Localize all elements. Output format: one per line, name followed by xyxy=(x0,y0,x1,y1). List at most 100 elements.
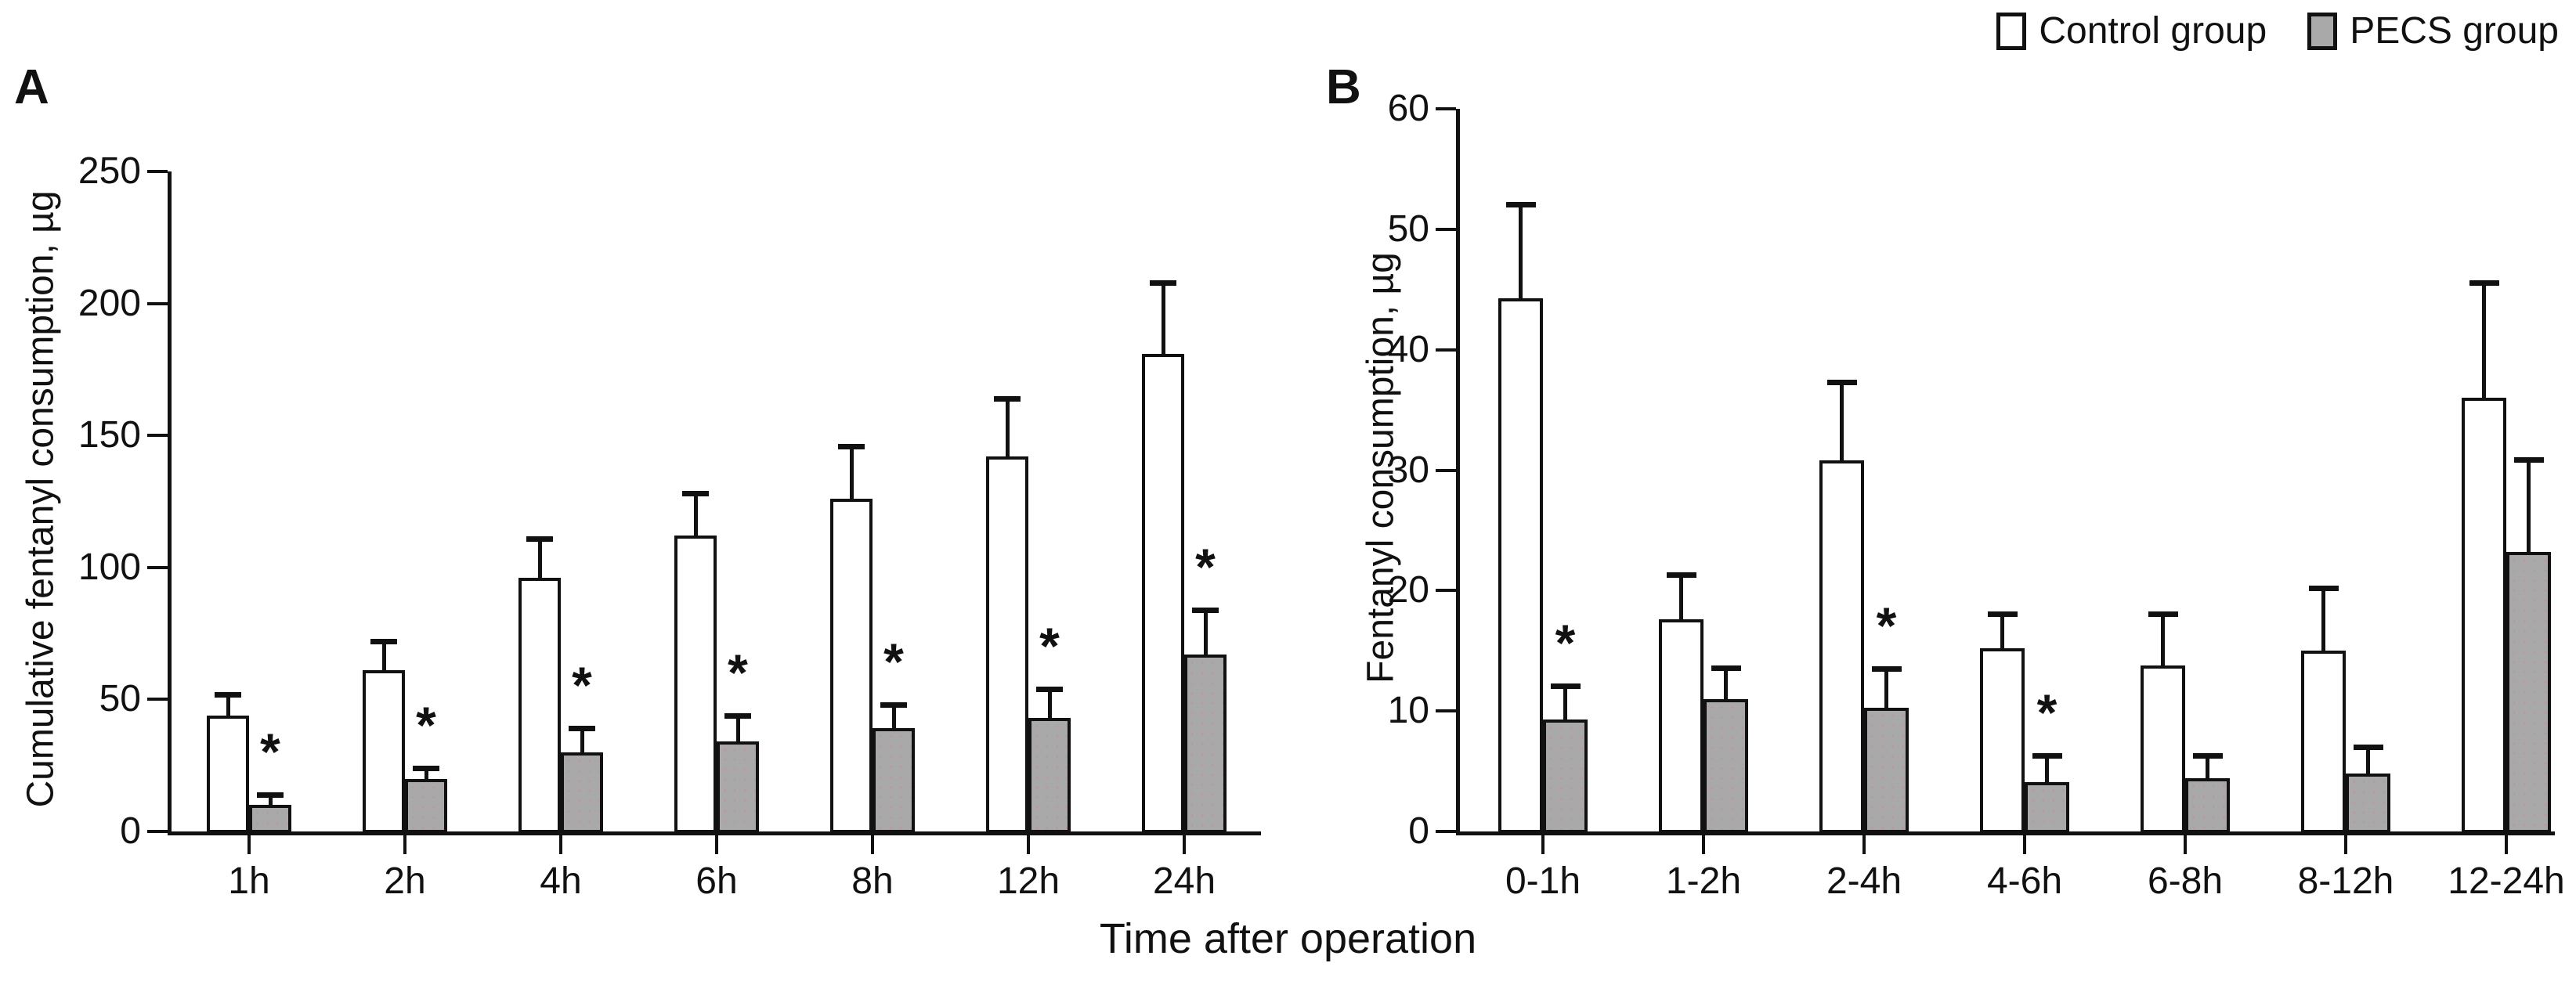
category-label: 8-12h xyxy=(2297,860,2394,902)
error-bar-line xyxy=(849,445,854,500)
y-tick-label: 100 xyxy=(78,546,141,588)
panel-letter-a: A xyxy=(14,60,49,114)
error-bar-cap xyxy=(1666,572,1696,579)
category-tick xyxy=(2023,835,2026,854)
error-bar-cap xyxy=(2308,586,2339,592)
error-bar-line xyxy=(2321,588,2325,651)
category-label: 0-1h xyxy=(1505,860,1581,902)
category-tick xyxy=(559,835,562,854)
bar-control xyxy=(1980,648,2025,833)
bar-control xyxy=(363,670,405,833)
category-tick xyxy=(871,835,874,854)
error-bar-cap xyxy=(1550,683,1581,689)
category-label: 4h xyxy=(540,860,582,902)
error-bar-cap xyxy=(2148,611,2178,617)
category-tick xyxy=(247,835,251,854)
error-bar-line xyxy=(1884,669,1888,708)
y-axis-line xyxy=(168,171,172,835)
error-bar-line xyxy=(580,728,584,752)
error-bar-cap xyxy=(569,726,595,732)
bar-pecs xyxy=(2506,552,2551,833)
category-tick xyxy=(2505,835,2508,854)
error-bar-cap xyxy=(257,792,284,798)
error-bar-line xyxy=(1724,667,1728,699)
error-bar-cap xyxy=(838,443,865,449)
error-bar-cap xyxy=(1150,280,1176,286)
y-tick-label: 150 xyxy=(78,414,141,456)
error-bar-line xyxy=(1161,282,1165,354)
significance-asterisk: * xyxy=(883,633,904,691)
bar-pecs xyxy=(249,805,291,833)
category-label: 2-4h xyxy=(1826,860,1902,902)
y-tick xyxy=(147,698,168,701)
y-tick-label: 200 xyxy=(78,282,141,324)
y-tick xyxy=(147,170,168,173)
error-bar-line xyxy=(2527,459,2531,553)
panel-letter-b: B xyxy=(1326,60,1361,114)
error-bar-cap xyxy=(1987,611,2018,617)
x-axis-line xyxy=(1456,831,2555,835)
error-bar-cap xyxy=(370,639,397,645)
y-tick xyxy=(1436,830,1456,833)
error-bar-line xyxy=(2482,282,2486,399)
error-bar-cap xyxy=(2513,456,2544,463)
error-bar-cap xyxy=(1826,380,1857,386)
bar-pecs xyxy=(2185,778,2230,833)
category-tick xyxy=(1183,835,1186,854)
category-label: 4-6h xyxy=(1986,860,2063,902)
category-label: 12h xyxy=(996,860,1060,902)
x-axis-line xyxy=(168,831,1261,835)
significance-asterisk: * xyxy=(2036,683,2058,742)
error-bar-line xyxy=(2206,756,2209,779)
error-bar-line xyxy=(2161,613,2165,665)
category-label: 8h xyxy=(851,860,894,902)
category-label: 12-24h xyxy=(2448,860,2565,902)
bar-control xyxy=(2462,398,2506,833)
error-bar-line xyxy=(1840,382,1844,461)
y-tick xyxy=(1436,107,1456,110)
legend-label-pecs: PECS group xyxy=(2350,10,2559,52)
y-tick xyxy=(1436,468,1456,472)
error-bar-cap xyxy=(682,491,709,497)
error-bar-line xyxy=(693,493,698,536)
error-bar-cap xyxy=(1036,686,1063,692)
error-bar-line xyxy=(226,694,230,716)
error-bar-line xyxy=(1203,609,1208,655)
bar-control xyxy=(1498,298,1543,833)
y-tick-label: 20 xyxy=(1387,569,1429,611)
error-bar-line xyxy=(537,538,542,579)
category-tick xyxy=(1541,835,1545,854)
significance-asterisk: * xyxy=(1876,597,1897,655)
bar-control xyxy=(830,499,873,833)
y-tick xyxy=(147,434,168,438)
category-label: 2h xyxy=(384,860,426,902)
bar-pecs xyxy=(2025,781,2069,833)
error-bar-line xyxy=(424,768,428,779)
error-bar-line xyxy=(735,715,740,742)
bar-pecs xyxy=(1028,718,1071,833)
error-bar-line xyxy=(2366,747,2370,774)
category-tick xyxy=(403,835,406,854)
category-tick xyxy=(1027,835,1030,854)
error-bar-line xyxy=(1005,398,1010,457)
bar-control xyxy=(207,715,249,833)
legend-item-pecs: PECS group xyxy=(2307,9,2559,52)
y-tick-label: 50 xyxy=(99,678,141,720)
significance-asterisk: * xyxy=(1039,616,1060,675)
error-bar-cap xyxy=(413,766,439,772)
error-bar-cap xyxy=(2353,745,2383,751)
y-tick xyxy=(1436,227,1456,231)
category-tick xyxy=(1702,835,1705,854)
y-tick-label: 0 xyxy=(1408,810,1429,852)
bar-control xyxy=(1819,460,1864,833)
error-bar-cap xyxy=(1871,666,1902,673)
legend: Control group PECS group xyxy=(1996,9,2559,52)
category-label: 6h xyxy=(695,860,738,902)
category-tick xyxy=(2344,835,2347,854)
error-bar-cap xyxy=(724,712,751,719)
y-tick xyxy=(1436,348,1456,352)
y-tick-label: 10 xyxy=(1387,690,1429,732)
significance-asterisk: * xyxy=(416,696,436,755)
y-tick-label: 50 xyxy=(1387,207,1429,250)
